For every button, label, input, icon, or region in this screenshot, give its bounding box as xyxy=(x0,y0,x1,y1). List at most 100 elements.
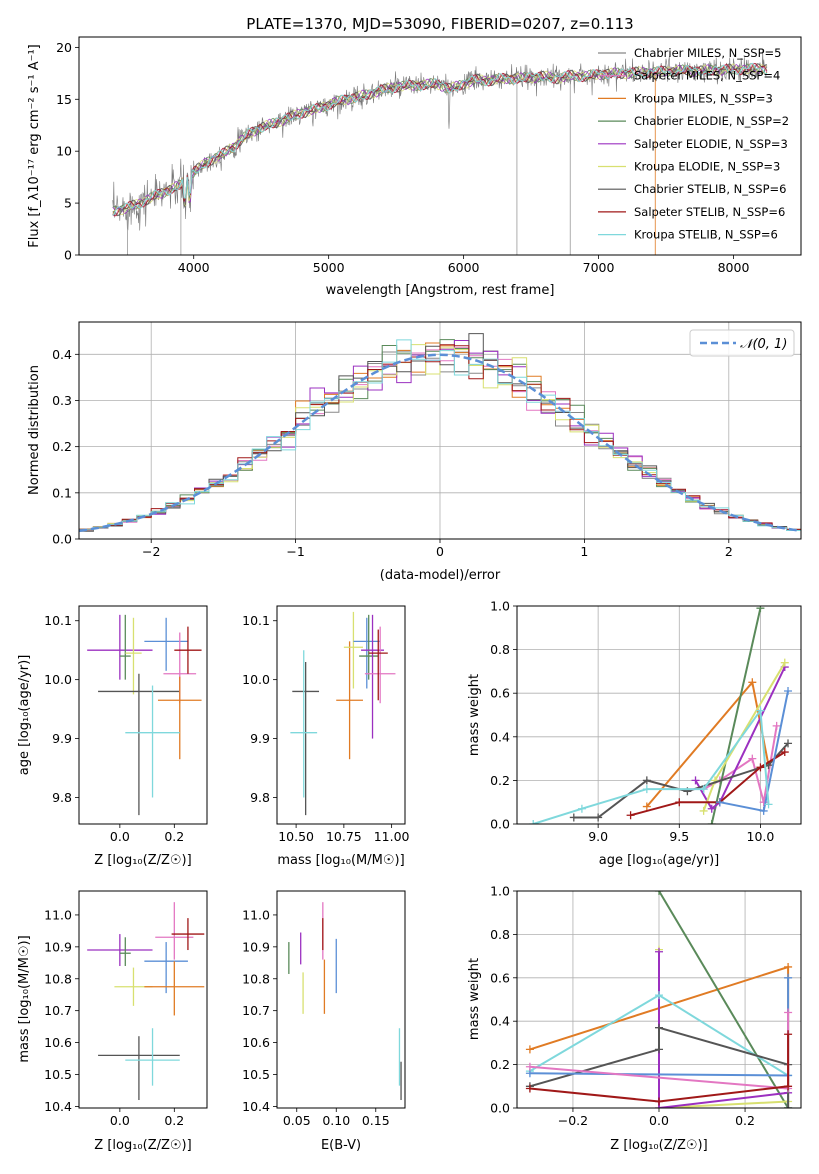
x-tick-label: 5000 xyxy=(313,260,345,275)
errorbar-point xyxy=(87,934,153,966)
x-tick-label: 0.0 xyxy=(110,1113,130,1128)
residual-legend-box xyxy=(689,329,795,357)
y-tick-label: 10.4 xyxy=(44,1099,72,1114)
x-tick-label: 4000 xyxy=(178,260,210,275)
y-tick-label: 0.6 xyxy=(490,970,510,985)
legend-entry: Chabrier STELIB, N_SSP=6 xyxy=(634,182,786,196)
age-vs-metallicity-ticks: 0.0 0.2 9.8 9.9 10.0 10.1 xyxy=(44,613,184,844)
weight-vs-metallicity-ylabel: mass weight xyxy=(467,958,482,1040)
weight-series xyxy=(707,606,765,824)
weight-line xyxy=(532,707,770,824)
spectrum-axes-frame xyxy=(78,36,802,256)
errorbar-point xyxy=(87,614,153,680)
mass-vs-metallicity-frame xyxy=(78,890,208,1109)
errorbar-point xyxy=(125,1028,180,1086)
age-vs-mass-xlabel: mass [log₁₀(M/M☉)] xyxy=(277,853,404,868)
x-tick-label: 0.05 xyxy=(283,1113,311,1128)
errorbar-point xyxy=(336,641,363,760)
mass-vs-ebv-marks xyxy=(288,902,402,1101)
mass-vs-metallicity-ylabel: mass [log₁₀(M/M☉)] xyxy=(17,935,32,1062)
weight-line xyxy=(694,666,786,811)
mass-vs-ebv-frame xyxy=(276,890,406,1109)
weight-marker xyxy=(759,806,768,815)
weight-vs-age-panel: 9.0 9.5 10.0 0.0 0.2 0.4 0.6 0.8 1.0 age [log₁₀(… xyxy=(467,599,802,868)
errorbar-point xyxy=(292,661,320,816)
errorbar-point xyxy=(119,614,131,680)
y-tick-label: 10.0 xyxy=(44,672,72,687)
weight-marker xyxy=(655,891,663,895)
x-tick-label: −0.2 xyxy=(558,1113,588,1128)
weight-marker xyxy=(642,802,651,811)
weight-marker xyxy=(748,754,757,763)
weight-line xyxy=(658,891,789,1108)
spectrum-ylabel: Flux [f_λ10⁻¹⁷ erg cm⁻² s⁻¹ A⁻¹] xyxy=(27,44,42,248)
weight-marker xyxy=(626,811,635,820)
weight-marker xyxy=(707,804,716,813)
age-vs-metallicity-panel: 0.0 0.2 9.8 9.9 10.0 10.1 Z [log₁₀(Z/Z☉)] age… xyxy=(17,605,208,868)
spectrum-panel: PLATE=1370, MJD=53090, FIBERID=0207, z=0… xyxy=(27,15,802,298)
legend-entry: Kroupa ELODIE, N_SSP=3 xyxy=(634,160,780,174)
errorbar-point xyxy=(157,676,202,760)
weight-marker xyxy=(784,1104,793,1108)
y-tick-label: 9.9 xyxy=(250,731,270,746)
y-tick-label: 0 xyxy=(64,248,72,263)
x-tick-label: 7000 xyxy=(583,260,615,275)
errorbar-point xyxy=(353,617,381,689)
y-tick-label: 10.1 xyxy=(242,613,270,628)
age-vs-metallicity-xlabel: Z [log₁₀(Z/Z☉)] xyxy=(94,853,191,868)
age-vs-metallicity-marks xyxy=(87,614,202,816)
age-vs-mass-marks xyxy=(290,611,396,816)
x-tick-label: 8000 xyxy=(718,260,750,275)
weight-vs-metallicity-panel: −0.2 0.0 0.2 0.0 0.2 0.4 0.6 0.8 1.0 Z [log₁₀(Z/… xyxy=(467,884,802,1153)
weight-vs-metallicity-ticks: −0.2 0.0 0.2 0.0 0.2 0.4 0.6 0.8 1.0 xyxy=(490,884,755,1129)
y-tick-label: 0.0 xyxy=(490,817,510,832)
x-tick-label: 10.75 xyxy=(326,829,362,844)
y-tick-label: 10.9 xyxy=(242,939,270,954)
weight-marker xyxy=(784,962,793,971)
errorbar-point xyxy=(174,626,202,674)
y-tick-label: 10.4 xyxy=(242,1099,270,1114)
weight-marker xyxy=(780,658,789,667)
weight-line xyxy=(573,742,789,819)
weight-vs-age-ticks: 9.0 9.5 10.0 0.0 0.2 0.4 0.6 0.8 1.0 xyxy=(490,599,774,845)
residual-ticks: −2 −1 0 1 2 0.0 0.1 0.2 0.3 0.4 xyxy=(52,347,733,559)
y-tick-label: 0.4 xyxy=(490,729,510,744)
spectrum-marks xyxy=(112,50,768,255)
model-fit-line xyxy=(112,63,768,217)
weight-marker xyxy=(748,678,757,687)
weight-marker xyxy=(784,1082,793,1091)
errorbar-point xyxy=(359,614,379,680)
y-tick-label: 0.1 xyxy=(52,485,72,500)
weight-marker xyxy=(569,813,578,822)
y-tick-label: 11.0 xyxy=(44,907,72,922)
weight-marker xyxy=(784,1008,793,1017)
weight-marker xyxy=(577,804,586,813)
spectrum-title: PLATE=1370, MJD=53090, FIBERID=0207, z=0… xyxy=(246,15,633,33)
x-tick-label: 0.0 xyxy=(110,829,130,844)
y-tick-label: 10.8 xyxy=(242,971,270,986)
y-tick-label: 0.8 xyxy=(490,927,510,942)
y-tick-label: 0.0 xyxy=(490,1101,510,1116)
y-tick-label: 0.4 xyxy=(52,347,72,362)
y-tick-label: 10.0 xyxy=(242,672,270,687)
residual-panel: −2 −1 0 1 2 0.0 0.1 0.2 0.3 0.4 𝒩(0, 1) (data-mod… xyxy=(27,321,802,583)
legend-entry: Chabrier MILES, N_SSP=5 xyxy=(634,46,781,60)
age-vs-metallicity-frame xyxy=(78,605,208,825)
x-tick-label: 0.2 xyxy=(164,829,184,844)
x-tick-label: 0.10 xyxy=(322,1113,350,1128)
y-tick-label: 0.2 xyxy=(490,773,510,788)
weight-marker xyxy=(691,776,700,785)
x-tick-label: 9.0 xyxy=(588,829,608,844)
residual-legend-label: 𝒩(0, 1) xyxy=(740,337,787,352)
errorbar-point xyxy=(98,673,180,816)
y-tick-label: 10.6 xyxy=(242,1035,270,1050)
legend-entry: Kroupa STELIB, N_SSP=6 xyxy=(634,228,778,242)
age-vs-mass-panel: 10.50 10.75 11.00 9.8 9.9 10.0 10.1 mass [log₁… xyxy=(242,605,410,868)
residual-legend: 𝒩(0, 1) xyxy=(689,329,795,357)
y-tick-label: 9.9 xyxy=(52,731,72,746)
legend-entry: Salpeter STELIB, N_SSP=6 xyxy=(634,205,785,219)
y-tick-label: 10.7 xyxy=(242,1003,270,1018)
weight-marker xyxy=(529,820,538,824)
x-tick-label: 11.00 xyxy=(374,829,410,844)
y-tick-label: 0.0 xyxy=(52,532,72,547)
